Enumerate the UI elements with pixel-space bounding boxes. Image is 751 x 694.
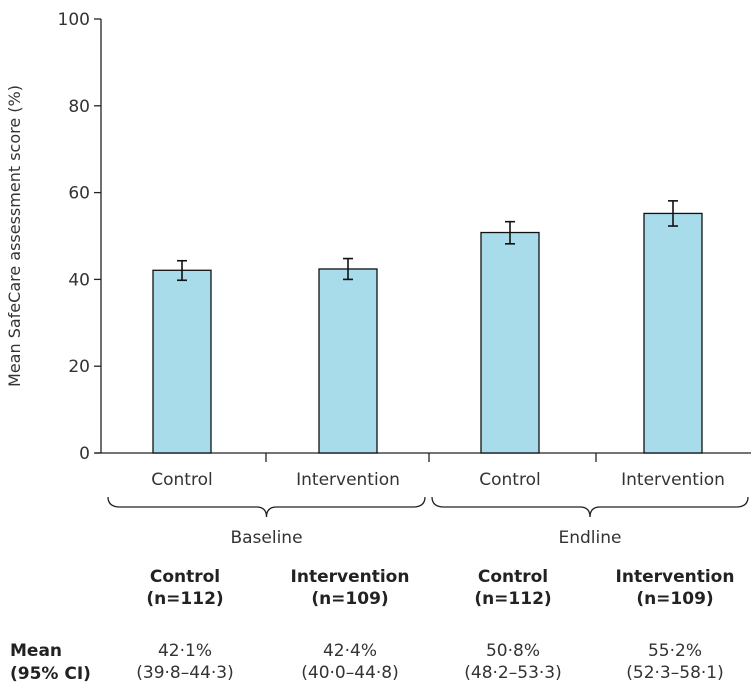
table-header-n: (n=112): [474, 589, 552, 609]
table-header-name: Intervention: [290, 567, 410, 587]
group-brace: [107, 496, 426, 518]
bar-chart: Mean SafeCare assessment score (%) 0 20 40…: [5, 10, 751, 548]
y-tick-label: 0: [79, 444, 90, 464]
table-header-2: Intervention (n=109): [270, 566, 430, 610]
bar: [318, 268, 378, 454]
table-cell-1: 42·1% (39·8–44·3): [120, 640, 250, 684]
cell-mean: 42·4%: [322, 641, 377, 661]
cell-mean: 50·8%: [485, 641, 540, 661]
y-axis-label: Mean SafeCare assessment score (%): [5, 85, 24, 387]
table-header-n: (n=112): [146, 589, 224, 609]
x-category-label: Intervention: [296, 470, 400, 490]
table-cell-2: 42·4% (40·0–44·8): [270, 640, 430, 684]
table-header-name: Intervention: [615, 567, 735, 587]
bar: [480, 231, 540, 454]
cell-ci: (40·0–44·8): [301, 663, 399, 683]
y-tick-label: 80: [68, 97, 90, 117]
x-category-label: Intervention: [621, 470, 725, 490]
row-label: Mean (95% CI): [10, 640, 91, 686]
x-category-label: Control: [151, 470, 212, 490]
table-header-n: (n=109): [311, 589, 389, 609]
group-label: Endline: [559, 528, 622, 548]
y-tick-label: 20: [68, 357, 90, 377]
x-category-label: Control: [479, 470, 540, 490]
table-header-name: Control: [477, 567, 549, 587]
cell-ci: (39·8–44·3): [136, 663, 234, 683]
cell-ci: (48·2–53·3): [464, 663, 562, 683]
table-header-1: Control (n=112): [120, 566, 250, 610]
cell-ci: (52·3–58·1): [626, 663, 724, 683]
y-tick-label: 100: [58, 10, 90, 30]
row-label-mean: Mean: [10, 641, 63, 661]
group-label: Baseline: [230, 528, 302, 548]
table-header-3: Control (n=112): [448, 566, 578, 610]
group-brace: [431, 496, 749, 518]
table-header-4: Intervention (n=109): [600, 566, 750, 610]
bar: [152, 269, 212, 454]
y-tick-label: 60: [68, 184, 90, 204]
table-cell-3: 50·8% (48·2–53·3): [448, 640, 578, 684]
cell-mean: 42·1%: [157, 641, 212, 661]
table-header-n: (n=109): [636, 589, 714, 609]
row-label-ci: (95% CI): [10, 664, 91, 684]
bar: [643, 212, 703, 454]
table-cell-4: 55·2% (52·3–58·1): [600, 640, 750, 684]
table-header-name: Control: [149, 567, 221, 587]
y-tick-label: 40: [68, 270, 90, 290]
cell-mean: 55·2%: [647, 641, 702, 661]
